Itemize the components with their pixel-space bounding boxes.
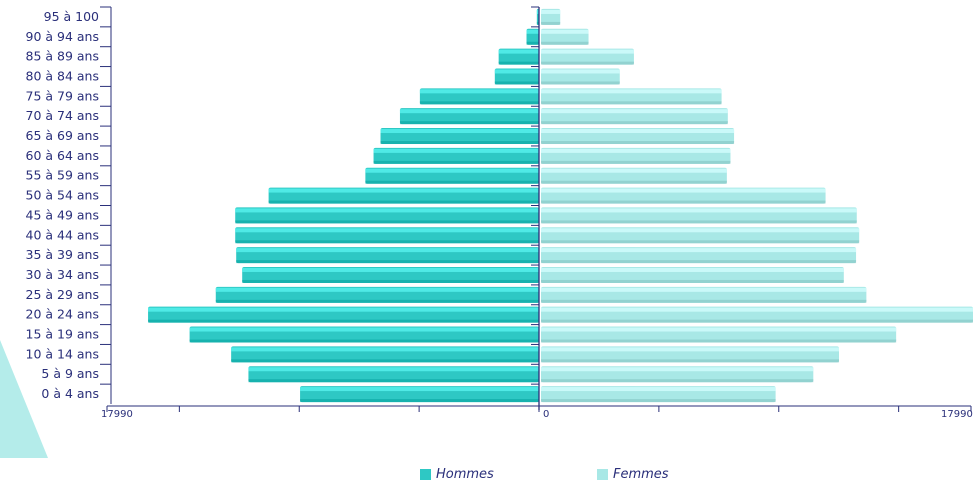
bar-femmes-8 (541, 227, 860, 244)
age-label-15: 75 à 79 ans (26, 88, 100, 103)
bar-hommes-13 (380, 128, 539, 145)
bar-hommes-16 (494, 68, 539, 85)
age-label-5: 25 à 29 ans (26, 287, 100, 302)
bar-hommes-18 (526, 28, 539, 45)
bar-femmes-0 (541, 386, 776, 403)
bar-hommes-9 (235, 207, 539, 224)
legend-label-femmes: Femmes (613, 467, 669, 482)
bar-hommes-7 (236, 247, 539, 264)
age-label-19: 95 à 100 (44, 9, 99, 24)
bar-hommes-14 (399, 108, 539, 125)
age-label-18: 90 à 94 ans (26, 29, 100, 44)
age-label-4: 20 à 24 ans (26, 307, 100, 322)
bar-femmes-9 (541, 207, 857, 224)
age-label-13: 65 à 69 ans (26, 128, 100, 143)
bar-femmes-17 (541, 48, 634, 65)
bar-femmes-19 (541, 8, 561, 25)
bar-hommes-15 (419, 88, 539, 105)
bar-hommes-11 (365, 167, 539, 184)
age-label-17: 85 à 89 ans (26, 49, 100, 64)
bar-femmes-10 (541, 187, 826, 204)
axes (100, 6, 972, 412)
legend-femmes: Femmes (597, 467, 669, 482)
age-label-3: 15 à 19 ans (26, 327, 100, 342)
bar-femmes-16 (541, 68, 620, 85)
bar-femmes-1 (541, 366, 814, 383)
bar-femmes-3 (541, 326, 897, 343)
legend-swatch-hommes (420, 469, 431, 480)
age-label-16: 80 à 84 ans (26, 68, 100, 83)
bar-hommes-1 (248, 366, 539, 383)
age-label-14: 70 à 74 ans (26, 108, 100, 123)
x-tick-label-left: 17990 (101, 409, 133, 420)
bar-femmes-4 (541, 306, 973, 323)
bar-hommes-6 (242, 266, 539, 283)
bar-hommes-4 (148, 306, 539, 323)
bar-femmes-18 (541, 28, 589, 45)
age-label-11: 55 à 59 ans (26, 168, 100, 183)
legend-label-hommes: Hommes (436, 467, 494, 482)
bar-hommes-17 (498, 48, 539, 65)
age-group-labels: 0 à 4 ans 5 à 9 ans 10 à 14 ans 15 à 19 ans… (26, 9, 100, 401)
age-label-9: 45 à 49 ans (26, 207, 100, 222)
bar-femmes-11 (541, 167, 727, 184)
bar-hommes-8 (235, 227, 539, 244)
bar-hommes-3 (189, 326, 539, 343)
bar-hommes-2 (231, 346, 539, 363)
legend-hommes: Hommes (420, 467, 494, 482)
bar-femmes-14 (541, 108, 728, 125)
age-label-8: 40 à 44 ans (26, 227, 100, 242)
age-label-10: 50 à 54 ans (26, 188, 100, 203)
bar-hommes-10 (268, 187, 539, 204)
bar-femmes-2 (541, 346, 840, 363)
x-tick-label-center: 0 (543, 409, 549, 420)
age-label-0: 0 à 4 ans (41, 386, 99, 401)
bar-femmes-5 (541, 286, 867, 303)
bar-hommes-12 (373, 147, 539, 164)
age-label-12: 60 à 64 ans (26, 148, 100, 163)
men-bars (148, 8, 539, 403)
bar-femmes-7 (541, 247, 857, 264)
x-tick-label-right: 17990 (941, 409, 973, 420)
bar-femmes-6 (541, 266, 844, 283)
age-label-6: 30 à 34 ans (26, 267, 100, 282)
age-label-1: 5 à 9 ans (41, 366, 99, 381)
bar-femmes-13 (541, 128, 735, 145)
decorative-triangle (0, 340, 48, 458)
bar-hommes-0 (300, 386, 539, 403)
bar-hommes-5 (215, 286, 539, 303)
bar-femmes-15 (541, 88, 722, 105)
age-label-2: 10 à 14 ans (26, 346, 100, 361)
women-bars (541, 8, 973, 403)
age-label-7: 35 à 39 ans (26, 247, 100, 262)
bar-femmes-12 (541, 147, 731, 164)
legend-swatch-femmes (597, 469, 608, 480)
